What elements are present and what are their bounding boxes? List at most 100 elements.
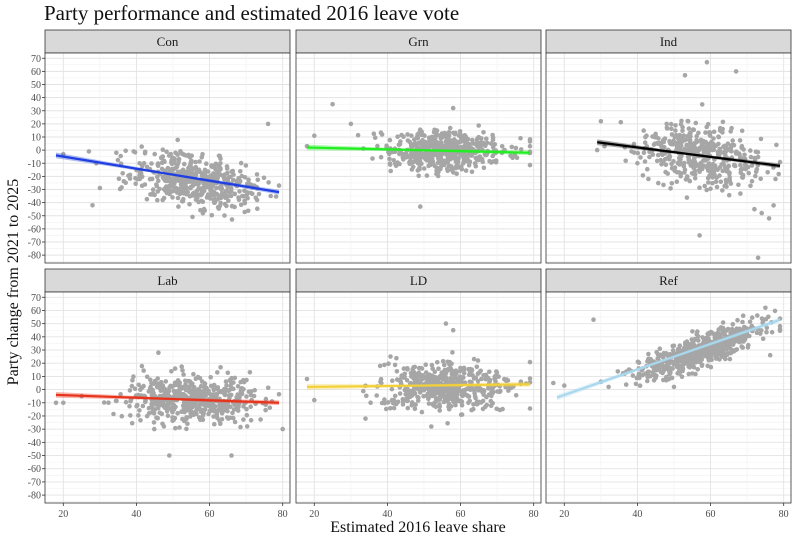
data-point [170,415,175,420]
data-point [509,144,515,150]
data-point [86,149,92,154]
data-point [716,347,722,353]
data-point [388,168,394,174]
data-point [379,132,385,137]
data-point [738,191,743,196]
y-tick-label: 30 [31,346,41,357]
data-point [676,170,682,175]
data-point [436,152,441,158]
data-point [697,233,702,238]
data-point [148,377,153,383]
data-point [162,168,168,174]
data-point [670,348,676,353]
data-point [158,383,164,389]
y-tick-label: 10 [31,133,41,144]
data-point [242,209,247,215]
data-point [149,176,155,182]
data-point [229,217,235,222]
data-point [168,151,173,157]
panel-border [295,291,542,504]
data-point [499,144,505,149]
data-point [238,160,244,166]
data-point [462,133,468,138]
data-point [401,134,406,139]
data-point [408,389,414,394]
data-point [226,388,231,394]
facet-ld: LD 20 40 60 80 [295,268,542,520]
data-point [405,366,410,371]
data-point [476,157,482,162]
data-point [421,132,426,138]
data-point [669,126,674,132]
data-point [241,417,246,422]
data-point [690,340,696,345]
data-point [228,188,234,194]
data-point [418,140,423,145]
data-point [445,421,450,426]
data-point [492,376,497,382]
data-point [772,308,778,314]
data-point [388,354,393,359]
data-point [764,329,769,335]
data-point [245,208,251,214]
data-point [466,142,472,148]
data-point [212,196,217,202]
y-tick-label: -10 [28,398,41,409]
data-point [513,145,519,151]
data-point [231,415,236,421]
data-point [479,136,484,141]
data-point [405,132,410,137]
data-point [470,137,475,143]
data-point [157,393,163,399]
data-point [644,133,649,138]
data-point [170,178,175,183]
data-point [484,152,489,158]
data-point [220,405,225,411]
y-tick-label: -60 [28,464,41,475]
data-point [777,327,783,332]
data-point [217,165,223,171]
data-point [120,171,125,176]
data-point [433,399,439,404]
data-point [407,394,413,400]
data-point [471,402,476,407]
data-point [713,342,719,348]
data-point [392,393,398,399]
data-point [687,138,693,143]
data-point [410,164,416,170]
data-point [690,127,696,132]
data-point [458,365,463,371]
data-point [114,150,119,156]
y-tick-label: 10 [31,372,41,383]
data-point [155,189,160,194]
data-point [174,389,179,394]
data-point [661,377,666,383]
data-point [697,185,702,190]
data-point [189,410,195,416]
data-point [447,125,453,131]
data-point [253,195,259,200]
data-point [159,411,165,417]
data-point [494,406,500,412]
data-point [144,413,150,419]
data-point [129,420,135,426]
data-point [724,145,730,151]
data-point [705,352,710,357]
data-point [177,425,182,430]
data-point [191,386,197,392]
data-point [749,315,755,320]
data-point [720,188,725,193]
data-point [763,305,768,311]
data-point [222,213,227,218]
data-point [183,182,188,188]
data-point [480,390,486,396]
data-point [439,386,444,391]
data-point [436,158,442,163]
data-point [247,370,253,375]
data-point [449,371,455,377]
data-point [236,404,241,410]
data-point [214,185,219,191]
data-point [453,130,458,136]
data-point [727,171,732,177]
data-point [432,391,438,397]
